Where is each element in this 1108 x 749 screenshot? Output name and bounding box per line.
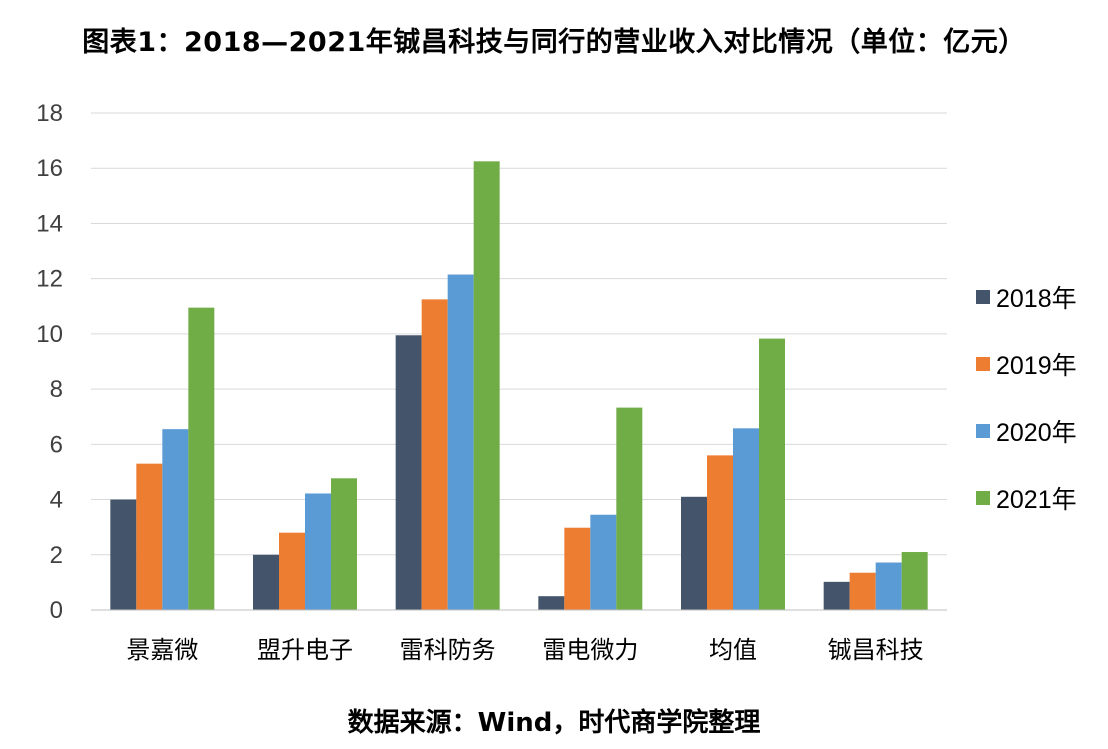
bar-2019年-雷电微力 — [564, 527, 591, 610]
x-category-label: 铖昌科技 — [828, 636, 924, 664]
legend-swatch — [976, 290, 990, 304]
y-tick-label: 4 — [50, 487, 63, 514]
x-axis-categories: 景嘉微 盟升电子 雷科防务 雷电微力 均值 铖昌科技 — [126, 636, 923, 664]
chart-title: 图表1：2018—2021年铖昌科技与同行的营业收入对比情况（单位：亿元） — [82, 27, 1026, 58]
bar-2020年-铖昌科技 — [875, 562, 902, 610]
bar-2020年-盟升电子 — [305, 493, 331, 610]
bars — [110, 161, 928, 610]
legend-swatch — [976, 424, 990, 438]
bar-2021年-景嘉微 — [188, 307, 215, 610]
bar-2020年-雷电微力 — [590, 514, 617, 610]
bar-2018年-雷电微力 — [538, 596, 565, 610]
y-tick-label: 18 — [36, 100, 63, 127]
y-tick-label: 14 — [36, 210, 63, 237]
y-tick-label: 16 — [36, 155, 63, 182]
legend-swatch — [976, 491, 990, 505]
y-tick-label: 6 — [50, 431, 63, 458]
x-category-label: 均值 — [709, 636, 757, 664]
bar-2020年-均值 — [733, 428, 759, 610]
legend-label: 2019年 — [996, 352, 1077, 380]
bar-2019年-盟升电子 — [279, 532, 305, 610]
y-tick-label: 10 — [36, 321, 63, 348]
bar-2018年-均值 — [681, 496, 707, 610]
bar-2021年-均值 — [759, 338, 785, 610]
gridlines — [91, 112, 947, 556]
y-tick-label: 0 — [50, 597, 63, 624]
bar-2018年-雷科防务 — [395, 335, 422, 610]
x-category-label: 雷电微力 — [542, 636, 638, 664]
bar-2020年-雷科防务 — [447, 274, 474, 610]
legend-label: 2018年 — [996, 285, 1077, 313]
x-category-label: 盟升电子 — [257, 636, 353, 664]
bar-2019年-景嘉微 — [136, 463, 163, 610]
legend: 2018年 2019年 2020年 2021年 — [976, 285, 1077, 514]
bar-2021年-雷电微力 — [616, 407, 643, 610]
bar-2019年-均值 — [707, 455, 733, 610]
legend-label: 2021年 — [996, 486, 1077, 514]
y-tick-label: 12 — [36, 266, 63, 293]
bar-2020年-景嘉微 — [162, 429, 189, 610]
data-source-note: 数据来源：Wind，时代商学院整理 — [347, 708, 761, 738]
legend-swatch — [976, 357, 990, 371]
y-axis-ticks: 0 2 4 6 8 10 12 14 16 18 — [36, 100, 63, 624]
bar-2018年-盟升电子 — [253, 554, 279, 610]
x-category-label: 景嘉微 — [126, 636, 198, 664]
y-tick-label: 8 — [50, 376, 63, 403]
bar-2018年-铖昌科技 — [823, 581, 850, 610]
x-category-label: 雷科防务 — [400, 636, 496, 664]
legend-label: 2020年 — [996, 419, 1077, 447]
bar-2021年-雷科防务 — [473, 161, 500, 610]
bar-2021年-铖昌科技 — [901, 552, 928, 610]
bar-2019年-铖昌科技 — [849, 572, 876, 610]
bar-2018年-景嘉微 — [110, 499, 137, 610]
y-tick-label: 2 — [50, 542, 63, 569]
bar-2019年-雷科防务 — [421, 299, 448, 610]
bar-chart: 0 2 4 6 8 10 12 14 16 18 景嘉微 盟升电子 雷科防务 雷电微力 均值 铖昌科技 20… — [36, 100, 1077, 664]
bar-2021年-盟升电子 — [331, 478, 357, 610]
